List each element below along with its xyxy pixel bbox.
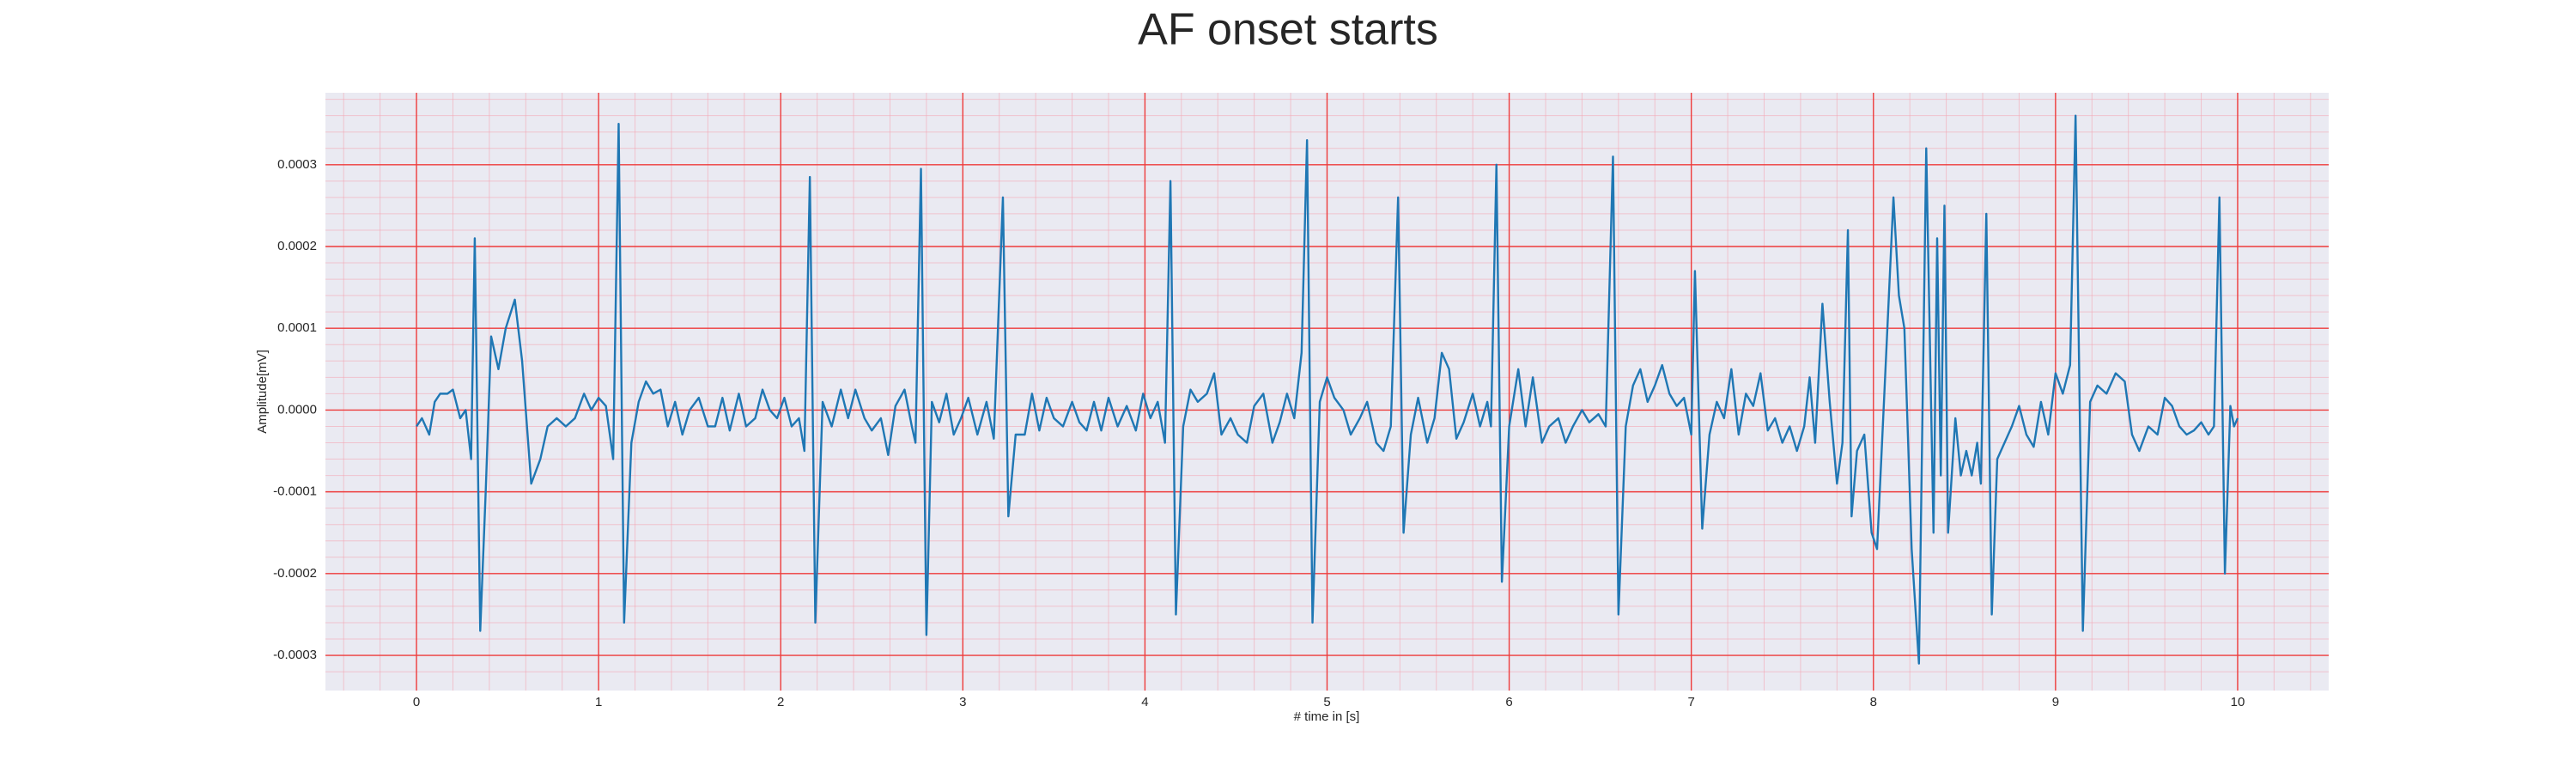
x-tick-label: 9 (2052, 695, 2059, 709)
y-tick-label: 0.0002 (277, 239, 317, 253)
x-tick-label: 6 (1505, 695, 1512, 709)
x-tick-label: 10 (2231, 695, 2245, 709)
x-tick-label: 4 (1141, 695, 1148, 709)
x-axis-label: # time in [s] (1294, 709, 1360, 724)
x-tick-label: 3 (959, 695, 966, 709)
x-tick-label: 7 (1688, 695, 1695, 709)
y-tick-label: 0.0000 (277, 402, 317, 417)
x-tick-label: 1 (595, 695, 602, 709)
y-tick-label: -0.0003 (273, 648, 317, 662)
x-tick-label: 0 (413, 695, 420, 709)
y-tick-label: -0.0001 (273, 484, 317, 499)
y-axis-label: Amplitude[mV] (255, 350, 270, 434)
ecg-line (416, 114, 2239, 665)
labels: 0 1 2 3 4 5 6 7 8 9 10 -0.0003 -0.0002 -0.0001 0.0000 0… (273, 157, 2245, 709)
x-tick-label: 2 (777, 695, 784, 709)
y-tick-label: 0.0001 (277, 320, 317, 335)
chart-title: AF onset starts (1138, 5, 1438, 55)
y-tick-label: -0.0002 (273, 566, 317, 581)
x-tick-label: 5 (1323, 695, 1330, 709)
y-tick-label: 0.0003 (277, 157, 317, 172)
marks (416, 114, 2239, 665)
x-tick-label: 8 (1870, 695, 1877, 709)
